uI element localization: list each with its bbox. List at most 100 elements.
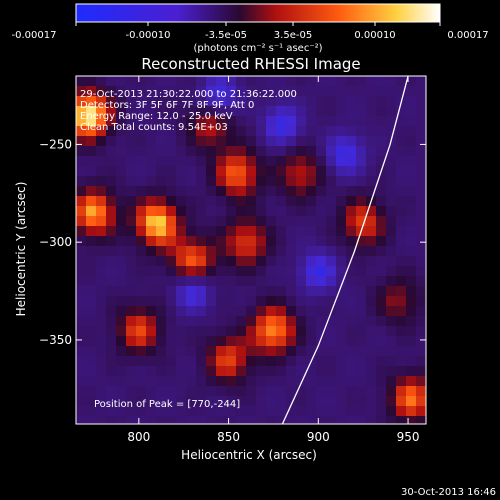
heatmap-cell bbox=[256, 396, 266, 406]
heatmap-cell bbox=[106, 416, 116, 424]
heatmap-cell bbox=[226, 166, 236, 176]
heatmap-cell bbox=[356, 156, 366, 166]
heatmap-cell bbox=[266, 256, 276, 266]
heatmap-cell bbox=[146, 86, 156, 96]
heatmap-cell bbox=[256, 376, 266, 386]
heatmap-cell bbox=[156, 296, 166, 306]
heatmap-cell bbox=[306, 366, 316, 376]
heatmap-cell bbox=[276, 286, 286, 296]
heatmap-cell bbox=[156, 136, 166, 146]
heatmap-cell bbox=[356, 356, 366, 366]
heatmap-cell bbox=[266, 296, 276, 306]
heatmap-cell bbox=[406, 386, 416, 396]
heatmap-cell bbox=[86, 416, 96, 424]
heatmap-cell bbox=[196, 216, 206, 226]
heatmap-cell bbox=[126, 186, 136, 196]
info-clean-counts: Clean Total counts: 9.54E+03 bbox=[80, 122, 228, 133]
heatmap-cell bbox=[266, 246, 276, 256]
heatmap-cell bbox=[406, 186, 416, 196]
heatmap-cell bbox=[236, 276, 246, 286]
heatmap-cell bbox=[386, 396, 396, 406]
heatmap-cell bbox=[196, 406, 206, 416]
heatmap-cell bbox=[306, 196, 316, 206]
heatmap-cell bbox=[106, 306, 116, 316]
heatmap-cell bbox=[206, 336, 216, 346]
heatmap-cell bbox=[216, 186, 226, 196]
heatmap-cell bbox=[236, 156, 246, 166]
heatmap-cell bbox=[366, 226, 376, 236]
heatmap-cell bbox=[186, 216, 196, 226]
heatmap-cell bbox=[126, 386, 136, 396]
heatmap-cell bbox=[86, 256, 96, 266]
heatmap-cell bbox=[226, 216, 236, 226]
heatmap-cell bbox=[206, 106, 216, 116]
heatmap-cell bbox=[316, 256, 326, 266]
heatmap-cell bbox=[246, 196, 256, 206]
heatmap-cell bbox=[156, 286, 166, 296]
heatmap-cell bbox=[86, 216, 96, 226]
heatmap-cell bbox=[386, 116, 396, 126]
heatmap-cell bbox=[256, 306, 266, 316]
heatmap-cell bbox=[126, 316, 136, 326]
heatmap-cell bbox=[286, 226, 296, 236]
heatmap-cell bbox=[176, 276, 186, 286]
colorbar-tick-label: -0.00017 bbox=[12, 30, 57, 41]
heatmap-cell bbox=[286, 356, 296, 366]
heatmap-cell bbox=[146, 286, 156, 296]
heatmap-cell bbox=[266, 326, 276, 336]
heatmap-cell bbox=[156, 356, 166, 366]
heatmap-cell bbox=[376, 346, 386, 356]
heatmap-cell bbox=[216, 76, 226, 86]
heatmap-cell bbox=[416, 256, 426, 266]
heatmap-cell bbox=[216, 246, 226, 256]
heatmap-cell bbox=[226, 356, 236, 366]
heatmap-cell bbox=[226, 306, 236, 316]
heatmap-cell bbox=[86, 196, 96, 206]
heatmap-cell bbox=[296, 76, 306, 86]
heatmap-cell bbox=[396, 346, 406, 356]
heatmap-cell bbox=[376, 196, 386, 206]
heatmap-cell bbox=[146, 206, 156, 216]
heatmap-cell bbox=[276, 176, 286, 186]
heatmap-cell bbox=[336, 316, 346, 326]
heatmap-cell bbox=[176, 206, 186, 216]
heatmap-cell bbox=[216, 96, 226, 106]
heatmap-cell bbox=[366, 176, 376, 186]
heatmap-cell bbox=[166, 336, 176, 346]
heatmap-cell bbox=[406, 146, 416, 156]
heatmap-cell bbox=[336, 246, 346, 256]
heatmap-cell bbox=[416, 376, 426, 386]
heatmap-cell bbox=[226, 316, 236, 326]
heatmap-cell bbox=[256, 116, 266, 126]
heatmap-cell bbox=[176, 176, 186, 186]
heatmap-cell bbox=[146, 196, 156, 206]
heatmap-cell bbox=[386, 216, 396, 226]
heatmap-cell bbox=[356, 276, 366, 286]
heatmap-cell bbox=[266, 96, 276, 106]
heatmap-cell bbox=[116, 96, 126, 106]
heatmap-cell bbox=[306, 236, 316, 246]
heatmap-cell bbox=[276, 416, 286, 424]
heatmap-cell bbox=[386, 226, 396, 236]
heatmap-cell bbox=[326, 216, 336, 226]
heatmap-cell bbox=[136, 306, 146, 316]
heatmap-cell bbox=[186, 416, 196, 424]
heatmap-cell bbox=[96, 276, 106, 286]
heatmap-cell bbox=[76, 386, 86, 396]
heatmap-cell bbox=[246, 346, 256, 356]
heatmap-cell bbox=[156, 416, 166, 424]
heatmap-cell bbox=[396, 176, 406, 186]
heatmap-cell bbox=[386, 206, 396, 216]
heatmap-cell bbox=[96, 346, 106, 356]
heatmap-cell bbox=[376, 276, 386, 286]
heatmap-cell bbox=[186, 76, 196, 86]
heatmap-cell bbox=[136, 316, 146, 326]
heatmap-cell bbox=[136, 356, 146, 366]
heatmap-cell bbox=[406, 236, 416, 246]
heatmap-cell bbox=[106, 96, 116, 106]
heatmap-cell bbox=[196, 96, 206, 106]
heatmap-cell bbox=[216, 156, 226, 166]
heatmap-cell bbox=[166, 86, 176, 96]
heatmap-cell bbox=[176, 86, 186, 96]
heatmap-cell bbox=[126, 336, 136, 346]
